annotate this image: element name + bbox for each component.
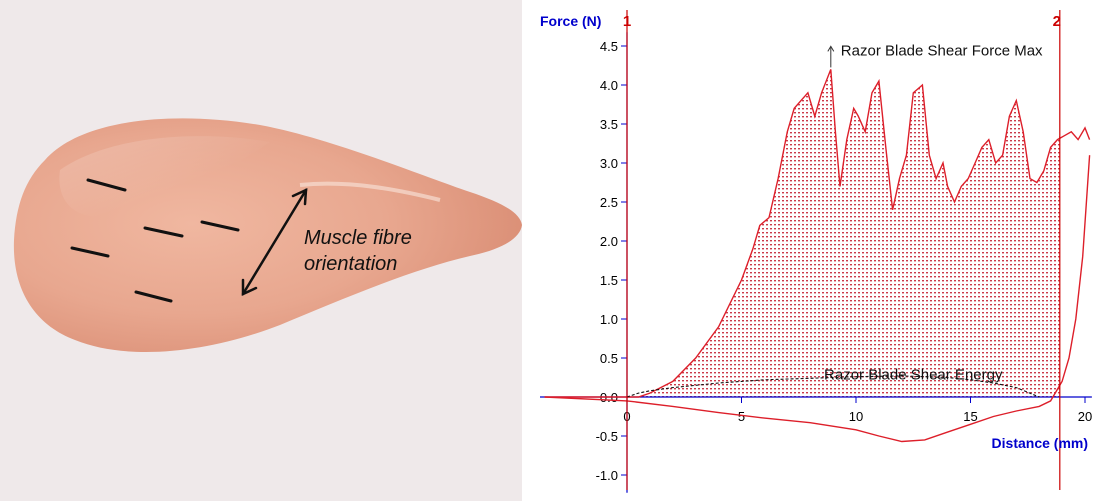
y-tick-label: 3.5 xyxy=(600,117,618,132)
annotation-line-2: orientation xyxy=(304,253,397,275)
annotation-shear-energy: Razor Blade Shear Energy xyxy=(824,367,1003,384)
annotation-force-max: Razor Blade Shear Force Max xyxy=(841,42,1043,59)
force-area-layer xyxy=(627,69,1060,398)
x-tick-label: 20 xyxy=(1078,409,1092,424)
y-tick-label: 0.5 xyxy=(600,351,618,366)
marker-label-1: 1 xyxy=(623,13,631,30)
y-axis-label: Force (N) xyxy=(540,13,601,29)
y-tick-label: -1.0 xyxy=(596,468,618,483)
return-curve xyxy=(544,155,1091,443)
photo-illustration: Muscle fibre orientation xyxy=(13,118,522,353)
y-tick-label: 2.5 xyxy=(600,195,618,210)
chicken-breast-sheen xyxy=(59,136,270,217)
x-tick-label: 15 xyxy=(963,409,977,424)
annotation-line-1: Muscle fibre xyxy=(304,227,412,249)
fibre-mark xyxy=(143,226,184,238)
fibre-mark xyxy=(200,220,240,232)
energy-curve xyxy=(626,375,1040,398)
x-tick-label: 10 xyxy=(849,409,863,424)
y-tick-label: 1.5 xyxy=(600,273,618,288)
y-tick-label: 2.0 xyxy=(600,234,618,249)
chart-svg: 4.54.03.53.02.52.01.51.00.50.0-0.5-1.005… xyxy=(540,10,1092,493)
force-max-arrow xyxy=(827,45,835,52)
series-line-layer xyxy=(544,69,1091,443)
y-tick-label: 1.0 xyxy=(600,312,618,327)
y-tick-label: 4.5 xyxy=(600,39,618,54)
x-tick-label: 5 xyxy=(738,409,745,424)
force-curve xyxy=(544,69,1091,398)
chicken-breast-photo: Muscle fibre orientation xyxy=(0,0,522,501)
y-tick-label: -0.5 xyxy=(596,429,618,444)
x-axis-label: Distance (mm) xyxy=(992,435,1088,451)
fibre-mark xyxy=(70,246,110,258)
double-arrow xyxy=(241,187,308,296)
fat-edge xyxy=(299,181,441,202)
y-tick-label: 4.0 xyxy=(600,78,618,93)
chicken-breast-shape xyxy=(13,118,522,353)
y-tick-label: 3.0 xyxy=(600,156,618,171)
fibre-mark xyxy=(134,290,173,303)
label-layer: Force (N) Distance (mm) Razor Blade Shea… xyxy=(540,13,1088,451)
force-energy-area xyxy=(627,69,1060,398)
fibre-direction-marks xyxy=(70,178,240,303)
force-distance-chart: 4.54.03.53.02.52.01.51.00.50.0-0.5-1.005… xyxy=(522,0,1110,501)
fibre-mark xyxy=(86,178,127,192)
marker-label-2: 2 xyxy=(1053,13,1061,30)
